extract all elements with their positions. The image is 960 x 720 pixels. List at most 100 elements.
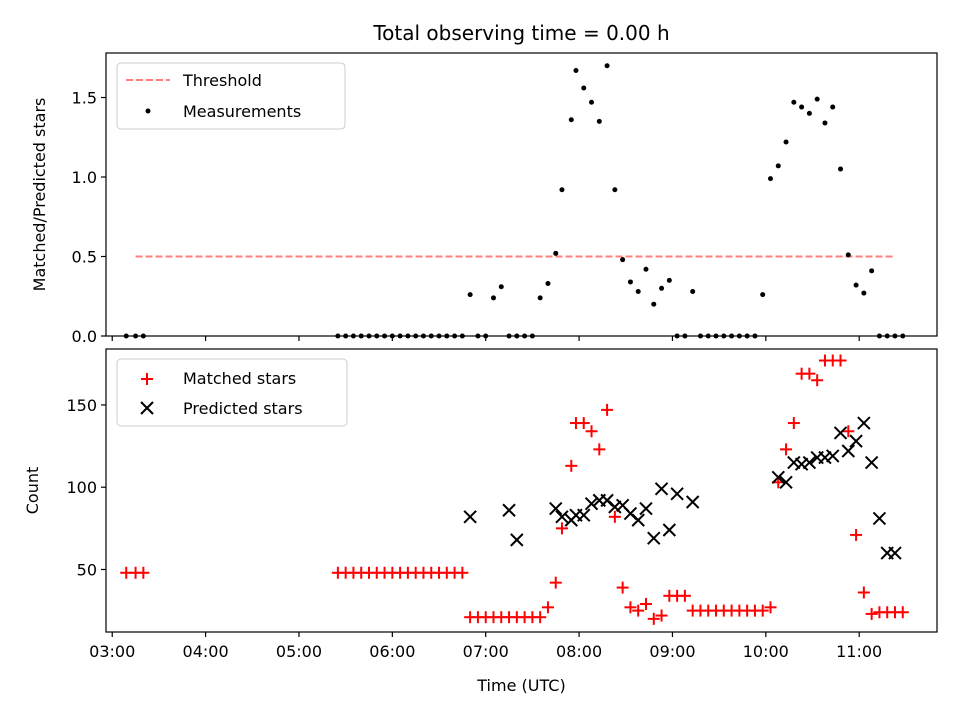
predicted-stars-point — [654, 482, 669, 496]
matched-stars-point — [764, 601, 777, 614]
matched-stars-point — [137, 566, 150, 579]
measurement-point — [643, 266, 649, 272]
predicted-stars-point — [888, 546, 902, 560]
bottom-ytick-label: 100 — [66, 478, 97, 497]
measurement-point — [861, 290, 867, 296]
top-title: Total observing time = 0.00 h — [372, 21, 669, 45]
measurement-point — [604, 63, 610, 69]
measurement-point — [783, 139, 789, 145]
legend-measurements-swatch — [145, 108, 151, 114]
bottom-ylabel: Count — [23, 467, 42, 515]
matched-stars-point — [842, 425, 855, 438]
predicted-stars-point — [872, 511, 887, 526]
bottom-xtick-label: 05:00 — [276, 642, 322, 661]
measurement-point — [553, 250, 559, 256]
predicted-stars-point — [662, 523, 677, 537]
measurement-point — [659, 285, 665, 291]
measurement-point — [806, 110, 812, 116]
predicted-stars-point — [857, 416, 871, 430]
predicted-stars-point — [584, 496, 599, 511]
measurement-point — [838, 166, 844, 172]
matched-stars-point — [541, 601, 554, 614]
matched-stars-point — [585, 425, 598, 438]
top-axes-frame — [105, 52, 938, 337]
measurement-point — [690, 288, 696, 294]
matched-stars-point — [850, 528, 863, 541]
top-ytick-label: 1.0 — [72, 168, 97, 187]
bottom-axes-frame — [105, 348, 938, 633]
measurement-point — [573, 67, 579, 73]
legend-predicted-label: Predicted stars — [183, 399, 303, 418]
matched-stars-point — [896, 606, 909, 619]
measurement-point — [666, 277, 672, 283]
measurement-point — [767, 176, 773, 182]
matched-stars-point — [647, 612, 660, 625]
matched-stars-point — [456, 566, 469, 579]
predicted-stars-point — [670, 487, 684, 501]
matched-stars-point — [577, 417, 590, 430]
predicted-stars-point — [802, 455, 817, 470]
measurement-point — [791, 99, 797, 105]
measurement-point — [581, 85, 587, 91]
measurement-point — [537, 295, 543, 301]
predicted-stars-point — [647, 531, 661, 545]
predicted-stars-point — [555, 510, 569, 524]
bottom-xtick-label: 07:00 — [463, 642, 509, 661]
measurement-point — [651, 301, 657, 307]
measurement-point — [814, 96, 820, 102]
predicted-stars-point — [841, 444, 856, 458]
predicted-stars-point — [549, 501, 563, 516]
top-ytick-label: 0.0 — [72, 327, 97, 346]
top-ytick-label: 0.5 — [72, 248, 97, 267]
matched-stars-point — [678, 589, 691, 602]
measurement-point — [467, 292, 473, 298]
measurement-point — [845, 252, 851, 258]
predicted-stars-point — [794, 457, 809, 471]
measurement-point — [775, 163, 781, 169]
predicted-stars-point — [608, 500, 622, 514]
bottom-xtick-label: 06:00 — [369, 642, 415, 661]
top-legend: Threshold Measurements — [116, 62, 346, 130]
measurement-point — [498, 284, 504, 290]
bottom-xtick-label: 04:00 — [183, 642, 229, 661]
predicted-stars-point — [771, 470, 785, 485]
bottom-legend: Matched stars Predicted stars — [116, 358, 348, 427]
predicted-stars-point — [510, 533, 524, 547]
bottom-xtick-label: 09:00 — [649, 642, 695, 661]
measurement-point — [627, 279, 633, 285]
matched-stars-point — [549, 576, 562, 589]
predicted-stars-point — [639, 501, 653, 516]
bottom-xtick-label: 03:00 — [89, 642, 135, 661]
predicted-stars-point — [631, 513, 645, 527]
matched-stars-point — [616, 581, 629, 594]
bottom-ytick-label: 150 — [66, 396, 97, 415]
bottom-xtick-label: 11:00 — [836, 642, 882, 661]
matched-stars-point — [632, 604, 645, 617]
legend-measurements-label: Measurements — [183, 102, 301, 121]
measurement-point — [635, 288, 641, 294]
measurement-point — [620, 257, 626, 263]
measurement-point — [822, 120, 828, 126]
measurement-point — [853, 282, 859, 288]
measurement-point — [799, 104, 805, 110]
predicted-stars-point — [864, 455, 879, 470]
measurement-point — [596, 118, 602, 124]
predicted-stars-point — [849, 434, 863, 448]
predicted-stars-point — [577, 508, 591, 522]
matched-stars-point — [865, 607, 878, 620]
predicted-stars-point — [502, 503, 516, 517]
measurement-point — [490, 295, 496, 301]
legend-threshold-label: Threshold — [182, 71, 262, 90]
top-panel: 0.0 0.5 1.0 1.5 Total observing time = 0.00… — [30, 21, 938, 346]
top-ylabel: Matched/Predicted stars — [30, 98, 49, 292]
matched-stars-point — [811, 374, 824, 387]
matched-stars-point — [608, 510, 621, 523]
legend-matched-label: Matched stars — [183, 369, 296, 388]
predicted-stars-point — [779, 475, 793, 489]
matched-stars-point — [601, 403, 614, 416]
predicted-stars-point — [463, 510, 477, 524]
matched-stars-point — [834, 354, 847, 367]
matched-stars-point — [624, 601, 637, 614]
